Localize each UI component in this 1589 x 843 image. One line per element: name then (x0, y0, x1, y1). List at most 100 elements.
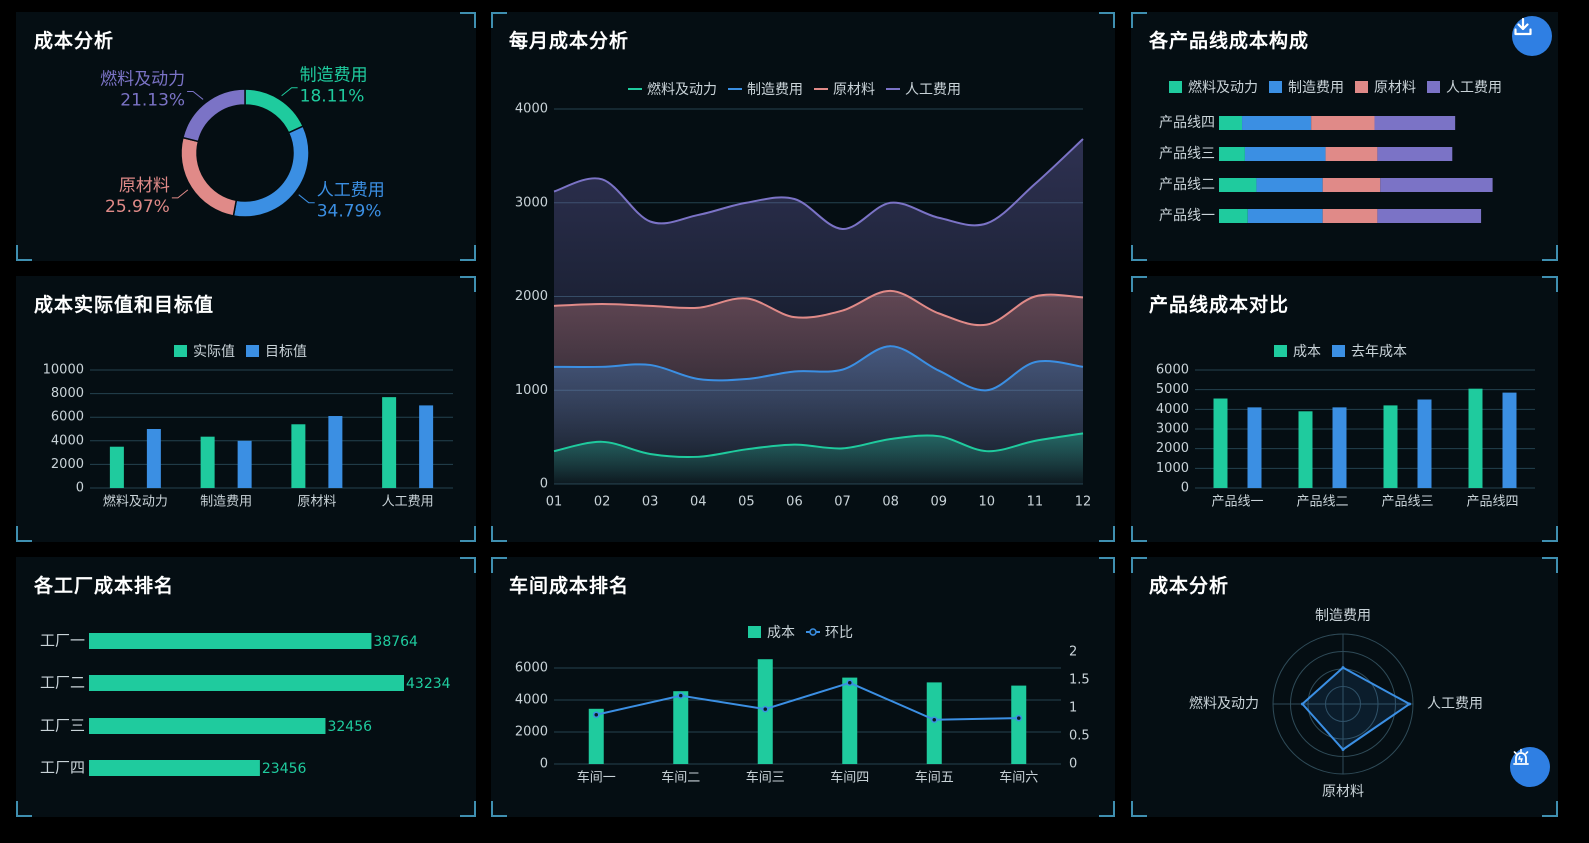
stacked-bar-segment (1256, 178, 1323, 192)
legend-label: 制造费用 (1288, 80, 1344, 96)
pie-slice-name: 原材料 (119, 176, 170, 196)
x-tick-label: 03 (642, 495, 659, 510)
pie-slice-name: 人工费用 (317, 181, 385, 201)
y-tick-label: 4000 (51, 433, 84, 448)
x-tick-label: 08 (882, 495, 899, 510)
y-tick-label: 2000 (1156, 441, 1189, 456)
x-tick-label: 01 (546, 495, 563, 510)
x-tick-label: 09 (930, 495, 947, 510)
product-compare-chart: 0 1000 2000 3000 4000 5000 6000 产品线一 产品线二 产品线三 产品线… (1156, 344, 1535, 510)
y-tick-label: 0 (76, 481, 84, 496)
pie-label-line (281, 87, 298, 97)
bar (89, 718, 326, 734)
corner-decoration (1131, 526, 1147, 542)
x-tick-label: 产品线一 (1211, 495, 1263, 510)
x-tick-label: 产品线四 (1466, 495, 1518, 510)
legend-label: 目标值 (265, 344, 307, 360)
bar-value-label: 38764 (373, 634, 418, 650)
pie-label-line (171, 189, 189, 199)
legend-swatch (1274, 345, 1287, 357)
corner-decoration (1131, 801, 1147, 817)
y-tick-label: 4000 (515, 693, 548, 708)
bar-value-label: 43234 (406, 676, 451, 692)
y-category-label: 工厂三 (40, 717, 85, 735)
x-tick-label: 车间三 (746, 770, 785, 786)
alarm-button[interactable] (1510, 747, 1550, 787)
legend-label: 人工费用 (905, 82, 961, 98)
bar (109, 446, 124, 488)
pie-label-line (298, 194, 315, 204)
bar (419, 405, 434, 488)
download-button[interactable] (1512, 16, 1552, 56)
series-line (553, 432, 1084, 459)
stacked-bar-segment (1325, 147, 1378, 161)
data-point (593, 711, 600, 718)
panel-title: 各工厂成本排名 (34, 575, 175, 597)
radar-point (1300, 702, 1304, 706)
pie-slice (232, 125, 310, 218)
y-tick-label: 0 (1181, 481, 1189, 496)
legend-swatch (1355, 81, 1368, 93)
pie-slice-percent: 34.79% (317, 202, 382, 222)
y-tick-label: 6000 (515, 661, 548, 676)
data-point (677, 692, 684, 699)
bar (1502, 392, 1517, 488)
pie-slice-name: 制造费用 (300, 66, 368, 86)
corner-decoration (1131, 245, 1147, 261)
x-tick-label: 车间四 (830, 770, 869, 786)
data-point (1015, 714, 1022, 722)
corner-decoration (1099, 801, 1115, 817)
legend-label: 实际值 (193, 344, 235, 360)
corner-decoration (460, 557, 476, 573)
actual-target-chart: 0 2000 4000 6000 8000 10000 燃料及动力 制造费用 原材料 人工费用 实际… (43, 344, 453, 510)
y-tick-label: 1000 (515, 383, 548, 398)
legend-swatch (174, 345, 187, 357)
y-tick-label: 4000 (515, 102, 548, 117)
legend-swatch (748, 626, 761, 638)
panel-title: 每月成本分析 (509, 30, 630, 52)
corner-decoration (1131, 557, 1147, 573)
legend-label: 燃料及动力 (1188, 79, 1258, 96)
y-tick-label: 0 (540, 477, 548, 492)
x-tick-label: 车间六 (999, 770, 1038, 786)
bar (200, 436, 215, 488)
data-point (762, 705, 769, 713)
x-tick-label: 车间五 (915, 770, 954, 786)
legend-label: 去年成本 (1351, 344, 1407, 360)
legend-swatch (246, 345, 259, 357)
bar (328, 416, 343, 488)
cost-pie-panel: 成本分析 制造费用 18.11% 人工费用 34.79% 原材料 25.97% 燃料及动力 2… (16, 12, 476, 261)
y-tick-label: 6000 (1156, 363, 1189, 378)
pie-slice (180, 136, 238, 217)
y-tick-label: 2000 (515, 289, 548, 304)
monthly-area-chart: 0 1000 2000 3000 4000 01 02 03 04 05 06 07 08 09 10 11 1… (515, 81, 1091, 510)
y-category-label: 工厂四 (40, 759, 85, 777)
y-category-label: 产品线一 (1159, 208, 1215, 224)
stacked-bar-segment (1322, 178, 1381, 192)
y2-tick-label: 0 (1069, 757, 1077, 772)
pie-slice-percent: 25.97% (105, 197, 170, 217)
corner-decoration (1131, 12, 1147, 28)
x-tick-label: 04 (690, 495, 707, 510)
radar-indicator-label: 原材料 (1322, 784, 1364, 800)
legend-swatch (1332, 345, 1345, 357)
workshop-rank-chart: 0 2000 4000 6000 0 0.5 1 1.5 2 车间一 车间二 车间三 车间四 车间五 车间六… (515, 625, 1090, 786)
y-tick-label: 8000 (51, 386, 84, 401)
y-category-label: 产品线四 (1159, 115, 1215, 131)
corner-decoration (491, 526, 507, 542)
legend-label: 环比 (825, 625, 853, 641)
corner-decoration (491, 12, 507, 28)
y-tick-label: 5000 (1156, 382, 1189, 397)
panel-title: 成本分析 (1149, 575, 1230, 597)
y-tick-label: 1000 (1156, 461, 1189, 476)
monthly-cost-panel: 每月成本分析 0 1000 2000 3000 4000 01 02 03 04 05 06 07 08… (491, 12, 1115, 542)
y-category-label: 产品线二 (1159, 177, 1215, 193)
radar-indicator-label: 制造费用 (1315, 608, 1371, 624)
bar-value-label: 32456 (327, 719, 372, 735)
corner-decoration (1542, 557, 1558, 573)
y-tick-label: 4000 (1156, 402, 1189, 417)
corner-decoration (1542, 801, 1558, 817)
y-tick-label: 0 (540, 757, 548, 772)
y-category-label: 工厂二 (40, 674, 85, 692)
